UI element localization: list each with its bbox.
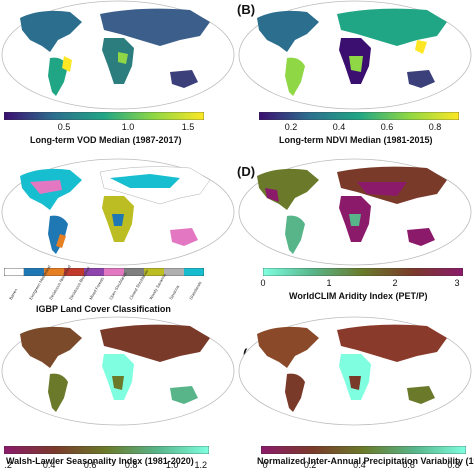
tick-label: 0.2 bbox=[284, 122, 298, 132]
colorbar-vod bbox=[4, 112, 204, 120]
tick-label: 0.5 bbox=[57, 122, 71, 132]
colorbar-title-aridity: WorldCLIM Aridity Index (PET/P) bbox=[289, 291, 428, 301]
colorbar-ticks-aridity: 0 1 2 3 bbox=[260, 278, 463, 290]
tick-label: 0.8 bbox=[124, 460, 138, 470]
tick-label: 1.2 bbox=[194, 460, 208, 470]
tick-label: 0.6 bbox=[83, 460, 97, 470]
colorbar-precip-variability bbox=[261, 446, 466, 454]
world-map-ndvi bbox=[238, 0, 472, 110]
tick-label: 0.8 bbox=[447, 460, 460, 470]
tick-label: 1.0 bbox=[165, 460, 179, 470]
category-label: Mixed Forests bbox=[88, 276, 105, 301]
tick-label: 3 bbox=[454, 278, 460, 288]
landcover-category-labels: Barren Evergreen Needleleaf Deciduous Ne… bbox=[4, 264, 204, 304]
tick-label: 1.5 bbox=[181, 122, 195, 132]
tick-label: 0 bbox=[260, 278, 266, 288]
category-label: Woody Savanna bbox=[148, 272, 167, 301]
world-map-seasonality bbox=[1, 316, 235, 426]
tick-label: .2 bbox=[4, 460, 12, 470]
colorbar-title-landcover: IGBP Land Cover Classification bbox=[36, 304, 171, 314]
world-map-landcover bbox=[1, 158, 235, 266]
panel-e: Walsh-Lawler Seasonality Index (1981-202… bbox=[0, 316, 237, 474]
panel-d: (D) 0 1 2 3 WorldCLIM Aridity Index (PET… bbox=[237, 158, 474, 316]
tick-label: 0.6 bbox=[402, 460, 415, 470]
colorbar-ticks-vod: 0.5 1.0 1.5 bbox=[4, 122, 204, 134]
tick-label: 0.4 bbox=[332, 122, 346, 132]
tick-label: 0.4 bbox=[42, 460, 56, 470]
colorbar-title-ndvi: Long-term NDVI Median (1981-2015) bbox=[279, 135, 433, 145]
colorbar-aridity bbox=[263, 268, 463, 276]
category-label: Savanna bbox=[168, 284, 181, 301]
tick-label: 0.6 bbox=[380, 122, 394, 132]
tick-label: 1 bbox=[326, 278, 332, 288]
category-label: Grasslands bbox=[188, 280, 203, 301]
colorbar-landcover bbox=[4, 268, 204, 276]
tick-label: 0.2 bbox=[303, 460, 317, 470]
tick-label: 0.4 bbox=[353, 460, 366, 470]
colorbar-title-vod: Long-term VOD Median (1987-2017) bbox=[30, 135, 182, 145]
tick-label: 0.8 bbox=[428, 122, 442, 132]
world-map-vod bbox=[1, 0, 235, 110]
panel-c: Barren Evergreen Needleleaf Deciduous Ne… bbox=[0, 158, 237, 316]
colorbar-ticks-ndvi: 0.2 0.4 0.6 0.8 bbox=[259, 122, 459, 134]
category-label: Barren bbox=[8, 287, 19, 301]
panel-f: (F) Normalized Inter-Annual Precipitatio… bbox=[237, 316, 474, 474]
colorbar-ticks-seasonality: .2 0.4 0.6 0.8 1.0 1.2 bbox=[4, 460, 209, 472]
tick-label: 2 bbox=[392, 278, 398, 288]
panel-label-b: (B) bbox=[237, 2, 256, 17]
colorbar-seasonality bbox=[4, 446, 209, 454]
tick-label: 0 bbox=[262, 460, 268, 470]
colorbar-title-precip-variability: Normalized Inter-Annual Precipitation Va… bbox=[257, 456, 474, 466]
colorbar-ticks-precip-variability: 0 0.2 0.4 0.6 0.8 bbox=[261, 460, 466, 472]
colorbar-ndvi bbox=[259, 112, 459, 120]
panel-label-d: (D) bbox=[237, 164, 256, 179]
world-map-aridity bbox=[238, 158, 472, 266]
panel-b: (B) 0.2 0.4 0.6 0.8 Long-term NDVI Media… bbox=[237, 0, 474, 158]
world-map-precip-variability bbox=[238, 316, 472, 426]
panel-a: 0.5 1.0 1.5 Long-term VOD Median (1987-2… bbox=[0, 0, 237, 158]
tick-label: 1.0 bbox=[121, 122, 135, 132]
colorbar-title-seasonality: Walsh-Lawler Seasonality Index (1981-202… bbox=[6, 456, 194, 466]
